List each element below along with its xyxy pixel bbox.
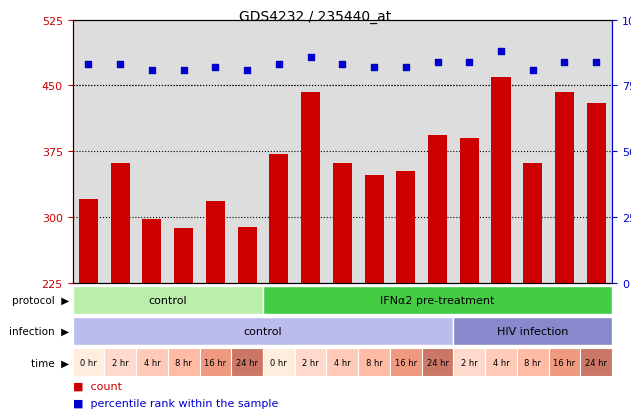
Text: 4 hr: 4 hr [334,358,351,367]
Bar [231,349,263,376]
Text: 8 hr: 8 hr [175,358,192,367]
Text: 2 hr: 2 hr [112,358,129,367]
Text: 16 hr: 16 hr [204,358,227,367]
Point [369,64,379,71]
Bar [295,349,326,376]
Bar [174,229,193,413]
Bar [206,202,225,413]
Bar [269,154,288,413]
Point [179,67,189,74]
Point [305,54,316,61]
Bar [492,78,510,413]
Bar [136,349,168,376]
Bar [104,349,136,376]
Bar [79,200,98,413]
Text: 24 hr: 24 hr [585,358,607,367]
Text: 8 hr: 8 hr [365,358,382,367]
Point [528,67,538,74]
Text: 4 hr: 4 hr [143,358,160,367]
Text: ■  percentile rank within the sample: ■ percentile rank within the sample [73,398,278,408]
Bar [587,104,606,413]
Bar [143,219,162,413]
Text: 0 hr: 0 hr [80,358,97,367]
Point [464,59,475,66]
Bar [365,176,384,413]
Bar [428,136,447,413]
Bar [358,349,390,376]
Bar [326,349,358,376]
Bar [73,349,104,376]
Text: 4 hr: 4 hr [493,358,509,367]
Text: 24 hr: 24 hr [427,358,449,367]
Bar [517,349,548,376]
Bar [485,349,517,376]
Point [147,67,157,74]
Bar [168,349,199,376]
Point [591,59,601,66]
Text: time  ▶: time ▶ [32,357,69,368]
Text: 0 hr: 0 hr [271,358,287,367]
Text: GDS4232 / 235440_at: GDS4232 / 235440_at [239,10,391,24]
Bar [555,93,574,413]
Bar [333,163,352,413]
Bar [301,93,320,413]
Text: control: control [148,295,187,306]
Bar [548,349,581,376]
Point [337,62,347,69]
Text: infection  ▶: infection ▶ [9,326,69,337]
Bar [454,349,485,376]
Bar [263,287,612,314]
Text: control: control [244,326,282,337]
Point [115,62,125,69]
Point [496,49,506,55]
Bar [110,163,130,413]
Text: 2 hr: 2 hr [461,358,478,367]
Bar [454,318,612,345]
Point [274,62,284,69]
Point [83,62,93,69]
Text: 24 hr: 24 hr [236,358,258,367]
Bar [422,349,454,376]
Point [242,67,252,74]
Text: HIV infection: HIV infection [497,326,569,337]
Bar [396,172,415,413]
Text: 2 hr: 2 hr [302,358,319,367]
Bar [460,139,479,413]
Text: 8 hr: 8 hr [524,358,541,367]
Bar [73,287,263,314]
Point [210,64,220,71]
Bar [390,349,422,376]
Bar [263,349,295,376]
Bar [523,163,542,413]
Text: ■  count: ■ count [73,381,122,391]
Bar [238,228,257,413]
Point [560,59,570,66]
Bar [199,349,231,376]
Bar [581,349,612,376]
Text: IFNα2 pre-treatment: IFNα2 pre-treatment [380,295,495,306]
Bar [73,318,454,345]
Text: protocol  ▶: protocol ▶ [12,295,69,306]
Point [432,59,442,66]
Text: 16 hr: 16 hr [395,358,417,367]
Text: 16 hr: 16 hr [553,358,575,367]
Point [401,64,411,71]
